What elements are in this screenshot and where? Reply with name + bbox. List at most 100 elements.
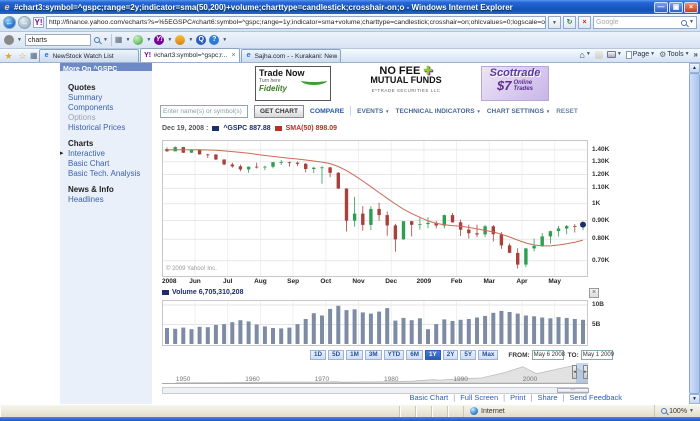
search-icon[interactable]	[681, 19, 688, 26]
chart-settings-menu[interactable]: CHART SETTINGS ▼	[486, 107, 551, 115]
refresh-button[interactable]: ↻	[563, 16, 576, 29]
page-menu[interactable]: Page ▼	[625, 48, 655, 61]
get-chart-button[interactable]: GET CHART	[254, 104, 304, 118]
home-button[interactable]: ⌂ ▼	[579, 48, 590, 61]
price-tick-label: 1.20K	[592, 170, 610, 178]
range-button-1m[interactable]: 1M	[346, 350, 363, 360]
ad-scottrade[interactable]: Scottrade $7 Online Trades	[481, 66, 549, 101]
zoom-icon	[661, 408, 668, 414]
price-tick-label: 1K	[592, 199, 601, 207]
page-scrollbar[interactable]: ▲ ▼	[689, 63, 700, 404]
page-icon	[625, 50, 632, 59]
range-button-3m[interactable]: 3M	[364, 350, 382, 360]
dropdown-icon[interactable]: ▼	[167, 36, 173, 43]
toolbar-search-dropdown-icon[interactable]: ▼	[102, 36, 108, 43]
price-chart[interactable]	[162, 140, 588, 277]
ad-fidelity[interactable]: Trade Now Turn here Fidelity	[255, 66, 331, 101]
sidebar-item-components[interactable]: Components	[60, 103, 152, 113]
toolbar-search-input[interactable]: charts	[24, 34, 91, 46]
dropdown-icon[interactable]: ▼	[188, 36, 194, 43]
bookmark-icon[interactable]	[175, 35, 186, 45]
url-field[interactable]: http://finance.yahoo.com/echarts?s=%5EGS…	[46, 16, 546, 29]
security-orb-icon[interactable]	[133, 35, 144, 45]
range-button-ytd[interactable]: YTD	[383, 350, 405, 360]
range-button-1d[interactable]: 1D	[310, 350, 327, 360]
add-favorite-icon[interactable]: ☆	[18, 51, 27, 61]
range-button-5d[interactable]: 5D	[328, 350, 345, 360]
price-tick-label: 1.10K	[592, 184, 610, 192]
events-menu[interactable]: EVENTS ▼	[357, 107, 390, 115]
divider: |	[453, 393, 456, 402]
feeds-icon[interactable]	[594, 50, 603, 59]
range-button-2y[interactable]: 2Y	[442, 350, 459, 360]
zoom-control[interactable]: 100% ▼	[654, 404, 700, 418]
close-button[interactable]: ×	[684, 1, 698, 13]
reset-link[interactable]: RESET	[556, 107, 578, 115]
tab-chart-active[interactable]: Y! #chart3:symbol=^gspc;r... ×	[139, 48, 240, 62]
scrollbar-thumb[interactable]	[689, 73, 700, 394]
history-timeline[interactable]: 1950 1960 1970 1980 1990 2000	[162, 363, 588, 385]
range-button-5y[interactable]: 5Y	[460, 350, 477, 360]
technical-indicators-menu[interactable]: TECHNICAL INDICATORS ▼	[395, 107, 481, 115]
favorites-icon[interactable]: ★	[4, 51, 13, 61]
compare-link[interactable]: COMPARE	[309, 107, 345, 115]
footer-link-basic-chart[interactable]: Basic Chart	[409, 393, 449, 402]
search-dropdown-icon[interactable]: ▼	[689, 19, 694, 25]
footer-link-share[interactable]: Share	[537, 393, 558, 402]
toolbar-logo-icon[interactable]	[4, 35, 14, 45]
tab-close-icon[interactable]: ×	[231, 52, 236, 59]
scroll-down-icon[interactable]: ▼	[689, 394, 700, 404]
timeline-right-handle[interactable]: ▸	[583, 365, 588, 379]
tab-sajha[interactable]: e Sajha.com - - Kurakani: New...	[240, 49, 341, 62]
mail-icon[interactable]: ▦	[114, 35, 123, 44]
symbol-input[interactable]: Enter name(s) or symbol(s)	[160, 104, 248, 118]
url-dropdown-icon[interactable]: ▼	[548, 16, 561, 29]
stop-button[interactable]: ×	[578, 16, 591, 29]
sidebar-item-basic-chart[interactable]: Basic Chart	[60, 159, 152, 169]
sidebar-item-headlines[interactable]: Headlines	[60, 195, 152, 205]
toolbar-search-icon[interactable]	[93, 37, 100, 43]
restore-button[interactable]: ▣	[669, 1, 683, 13]
chart-legend: Dec 19, 2008 : ^GSPC 887.88 SMA(50) 898.…	[162, 125, 337, 132]
range-button-1y[interactable]: 1Y	[424, 350, 441, 360]
time-tick-label: Feb	[450, 278, 463, 285]
sidebar-header: More On ^GSPC	[60, 63, 152, 71]
timeline-scroll-handle[interactable]: ···	[557, 388, 589, 393]
print-button[interactable]: ▼	[606, 48, 622, 61]
volume-chart[interactable]	[162, 300, 588, 346]
sidebar-item-basic-tech-analysis[interactable]: Basic Tech. Analysis	[60, 169, 152, 179]
overflow-chevron-icon[interactable]: »	[693, 50, 698, 59]
tools-menu[interactable]: ⚙ Tools ▼	[659, 48, 689, 61]
from-date-input[interactable]: May 6 2008	[531, 350, 566, 360]
timeline-scrollbar[interactable]: ···	[162, 387, 589, 394]
tab-label: #chart3:symbol=^gspc;r...	[153, 52, 228, 59]
forward-button[interactable]: →	[18, 16, 31, 29]
back-button[interactable]: ←	[3, 16, 16, 29]
footer-link-full-screen[interactable]: Full Screen	[460, 393, 499, 402]
sidebar-item-historical-prices[interactable]: Historical Prices	[60, 123, 152, 133]
yahoo-icon[interactable]: Y!	[154, 35, 165, 45]
volume-close-button[interactable]: ×	[589, 288, 599, 298]
timeline-left-handle[interactable]: ◂	[572, 365, 577, 379]
footer-link-print[interactable]: Print	[510, 393, 526, 402]
tab-label: NewStock Watch List	[52, 52, 114, 60]
ie-logo-icon: e	[4, 2, 10, 12]
ad-brand: E*TRADE SECURITIES LLC	[371, 88, 441, 93]
toolbar-dropdown-icon[interactable]: ▼	[17, 36, 22, 43]
status-bar: Internet 100% ▼	[0, 404, 700, 418]
dropdown-icon[interactable]: ▼	[222, 36, 228, 43]
dropdown-icon[interactable]: ▼	[146, 36, 152, 43]
sidebar-item-interactive[interactable]: ▸ Interactive	[60, 149, 152, 159]
range-button-6m[interactable]: 6M	[406, 350, 423, 360]
google-search-box[interactable]: Google ▼	[593, 16, 697, 29]
minimize-button[interactable]: —	[654, 1, 668, 13]
range-button-max[interactable]: Max	[478, 350, 499, 360]
to-date-input[interactable]: May 1 2009	[580, 350, 615, 360]
quick-tabs-icon[interactable]: ▦	[30, 51, 38, 60]
tab-newstock-watch-list[interactable]: e NewStock Watch List	[38, 49, 139, 62]
footer-link-send-feedback[interactable]: Send Feedback	[569, 393, 622, 402]
sidebar-item-summary[interactable]: Summary	[60, 93, 152, 103]
ad-etrade[interactable]: NO FEE ✚ MUTUAL FUNDS E*TRADE SECURITIES…	[353, 66, 459, 101]
scroll-up-icon[interactable]: ▲	[689, 63, 700, 73]
dropdown-icon[interactable]: ▼	[125, 36, 131, 43]
